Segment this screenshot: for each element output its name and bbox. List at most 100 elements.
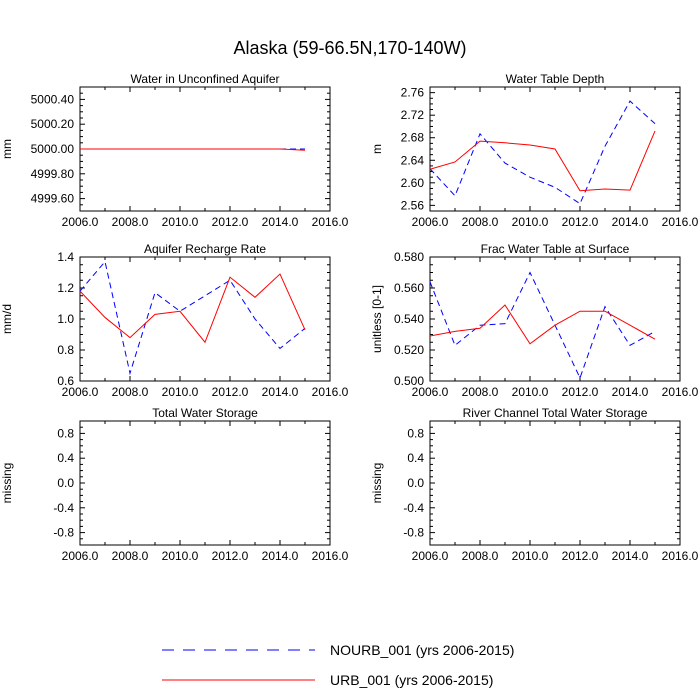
series-line-urb xyxy=(429,304,656,345)
y-tick-label: 1.4 xyxy=(57,250,74,264)
chart-panel-0: Water in Unconfined Aquifer mm 2006.0 2008.… xyxy=(0,72,349,229)
y-tick-label: 0.0 xyxy=(407,476,424,490)
series-line-urb xyxy=(429,130,656,192)
y-tick-label: -0.8 xyxy=(53,526,74,540)
x-tick-label: 2016.0 xyxy=(662,215,699,229)
x-tick-label: 2014.0 xyxy=(262,385,299,399)
panel-title: Aquifer Recharge Rate xyxy=(144,242,266,256)
x-tick-label: 2010.0 xyxy=(512,385,549,399)
legend-label-1: URB_001 (yrs 2006-2015) xyxy=(330,672,493,688)
y-tick-label: 2.64 xyxy=(401,153,425,167)
x-tick-label: 2010.0 xyxy=(162,549,199,563)
series-line-nourb xyxy=(429,271,656,380)
x-tick-label: 2012.0 xyxy=(562,549,599,563)
y-tick-label: 2.56 xyxy=(401,198,425,212)
series-line-urb xyxy=(80,148,306,151)
y-tick-label: 1.0 xyxy=(57,312,74,326)
y-tick-label: 4999.80 xyxy=(31,167,75,181)
chart-panel-2: Aquifer Recharge Rate mm/d 2006.0 2008.0 201… xyxy=(0,242,349,399)
y-tick-label: 4999.60 xyxy=(31,192,75,206)
y-tick-label: 5000.20 xyxy=(31,117,75,131)
legend: NOURB_001 (yrs 2006-2015) URB_001 (yrs 20… xyxy=(162,642,514,688)
y-axis-label: mm/d xyxy=(0,304,14,334)
y-axis-label: mm xyxy=(0,139,14,159)
x-tick-label: 2008.0 xyxy=(462,549,499,563)
plot-frame xyxy=(79,420,331,546)
legend-label-0: NOURB_001 (yrs 2006-2015) xyxy=(330,642,514,658)
x-tick-label: 2014.0 xyxy=(612,549,649,563)
y-tick-label: 2.60 xyxy=(401,176,425,190)
y-tick-label: 0.580 xyxy=(394,250,424,264)
panels-grid: Water in Unconfined Aquifer mm 2006.0 2008.… xyxy=(0,72,699,563)
figure-title: Alaska (59-66.5N,170-140W) xyxy=(233,38,466,58)
x-tick-label: 2006.0 xyxy=(62,215,99,229)
y-tick-label: 5000.40 xyxy=(31,92,75,106)
y-tick-label: 0.540 xyxy=(394,312,424,326)
y-tick-label: 0.8 xyxy=(57,343,74,357)
panel-title: Water in Unconfined Aquifer xyxy=(131,72,280,86)
chart-panel-3: Frac Water Table at Surface unitless [0-1… xyxy=(370,242,699,399)
y-tick-label: 5000.00 xyxy=(31,142,75,156)
x-tick-label: 2014.0 xyxy=(262,549,299,563)
x-tick-label: 2010.0 xyxy=(512,549,549,563)
x-tick-label: 2014.0 xyxy=(612,215,649,229)
x-tick-label: 2008.0 xyxy=(462,215,499,229)
plot-frame xyxy=(79,256,331,382)
y-tick-label: 1.2 xyxy=(57,281,74,295)
y-axis-label: missing xyxy=(370,463,384,504)
series-line-nourb xyxy=(79,260,306,376)
x-tick-label: 2016.0 xyxy=(312,549,349,563)
y-tick-label: 0.0 xyxy=(57,476,74,490)
x-tick-label: 2012.0 xyxy=(212,385,249,399)
y-tick-label: -0.8 xyxy=(403,526,424,540)
panel-title: Water Table Depth xyxy=(506,72,605,86)
y-tick-label: 0.8 xyxy=(57,426,74,440)
y-tick-label: 0.560 xyxy=(394,281,424,295)
y-tick-label: 2.72 xyxy=(401,108,425,122)
series-line-urb xyxy=(79,273,306,344)
x-tick-label: 2010.0 xyxy=(162,215,199,229)
x-tick-label: 2006.0 xyxy=(62,385,99,399)
y-tick-label: -0.4 xyxy=(53,501,74,515)
x-tick-label: 2008.0 xyxy=(112,549,149,563)
x-tick-label: 2014.0 xyxy=(612,385,649,399)
x-tick-label: 2012.0 xyxy=(562,215,599,229)
chart-panel-4: Total Water Storage missing 2006.0 2008.0 20… xyxy=(0,406,349,563)
y-tick-label: 0.4 xyxy=(407,451,424,465)
y-axis-label: m xyxy=(370,144,384,154)
y-tick-label: 0.520 xyxy=(394,343,424,357)
x-tick-label: 2008.0 xyxy=(462,385,499,399)
y-axis-label: unitless [0-1] xyxy=(370,285,384,353)
x-tick-label: 2016.0 xyxy=(312,215,349,229)
chart-panel-5: River Channel Total Water Storage missing… xyxy=(370,406,699,563)
x-tick-label: 2006.0 xyxy=(412,215,449,229)
y-tick-label: 0.4 xyxy=(57,451,74,465)
panel-title: Frac Water Table at Surface xyxy=(481,242,630,256)
x-tick-label: 2006.0 xyxy=(412,385,449,399)
x-tick-label: 2008.0 xyxy=(112,215,149,229)
panel-title: River Channel Total Water Storage xyxy=(463,406,648,420)
x-tick-label: 2014.0 xyxy=(262,215,299,229)
x-tick-label: 2006.0 xyxy=(62,549,99,563)
x-tick-label: 2012.0 xyxy=(562,385,599,399)
x-tick-label: 2012.0 xyxy=(212,549,249,563)
y-tick-label: 0.8 xyxy=(407,426,424,440)
chart-panel-1: Water Table Depth m 2006.0 2008.0 2010.0 2012… xyxy=(370,72,699,229)
y-tick-label: 2.68 xyxy=(401,131,425,145)
x-tick-label: 2008.0 xyxy=(112,385,149,399)
plot-frame xyxy=(429,256,681,382)
x-tick-label: 2012.0 xyxy=(212,215,249,229)
x-tick-label: 2016.0 xyxy=(662,385,699,399)
x-tick-label: 2016.0 xyxy=(312,385,349,399)
x-tick-label: 2006.0 xyxy=(412,549,449,563)
y-tick-label: -0.4 xyxy=(403,501,424,515)
x-tick-label: 2010.0 xyxy=(512,215,549,229)
panel-title: Total Water Storage xyxy=(152,406,258,420)
x-tick-label: 2010.0 xyxy=(162,385,199,399)
plot-frame xyxy=(429,420,681,546)
y-tick-label: 0.6 xyxy=(57,374,74,388)
y-axis-label: missing xyxy=(0,463,14,504)
y-tick-label: 0.500 xyxy=(394,374,424,388)
y-tick-label: 2.76 xyxy=(401,86,425,100)
